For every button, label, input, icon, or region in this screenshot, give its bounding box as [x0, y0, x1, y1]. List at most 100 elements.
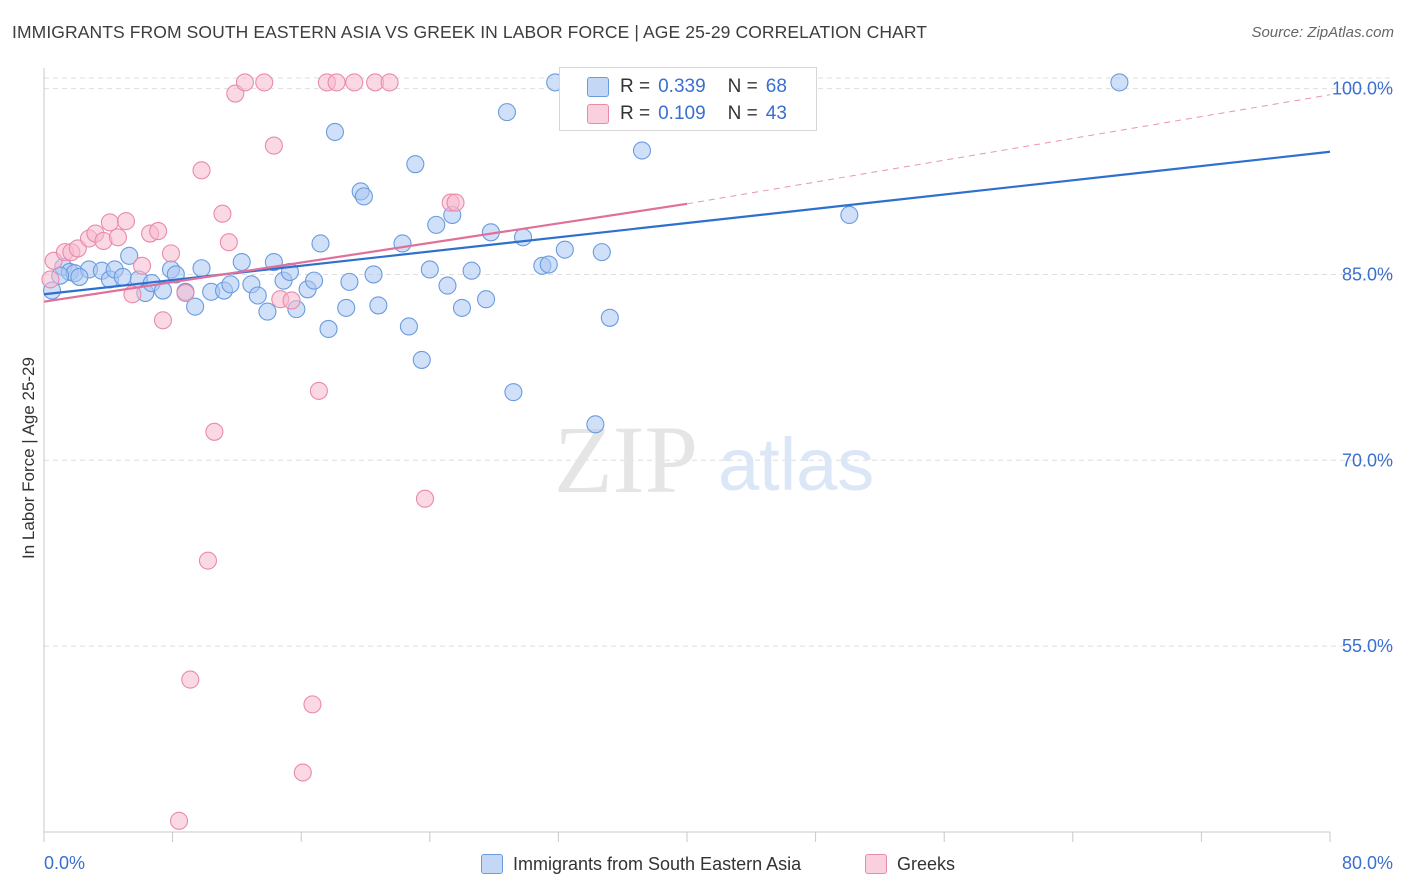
trend-lines	[43, 94, 1331, 303]
data-point-immigrants	[186, 297, 205, 316]
data-point-greeks	[41, 270, 60, 289]
data-point-immigrants	[354, 187, 373, 206]
data-point-immigrants	[592, 243, 611, 262]
data-point-greeks	[303, 695, 322, 714]
data-point-greeks	[293, 763, 312, 782]
data-point-immigrants	[406, 155, 425, 174]
data-point-immigrants	[337, 298, 356, 317]
bottom-legend-swatch-blue	[481, 854, 503, 874]
y-tick-label: 55.0%	[1342, 636, 1393, 656]
data-point-greeks	[149, 222, 168, 241]
data-point-greeks	[100, 213, 119, 232]
data-point-immigrants	[325, 122, 345, 142]
data-point-immigrants	[632, 141, 652, 160]
data-point-greeks	[380, 73, 399, 92]
bottom-legend-label: Greeks	[897, 853, 956, 874]
legend-n-label: N =	[727, 76, 758, 97]
watermark: ZIP atlas	[554, 406, 874, 513]
data-point-greeks	[198, 551, 218, 570]
x-tick-label-start: 0.0%	[44, 853, 85, 873]
data-point-immigrants	[427, 215, 446, 234]
data-point-immigrants	[364, 265, 383, 284]
y-tick-labels: 55.0% 70.0% 85.0% 100.0%	[1332, 79, 1393, 657]
data-point-greeks	[123, 285, 142, 304]
data-point-immigrants	[232, 252, 251, 272]
bottom-legend-swatch-pink	[865, 854, 887, 874]
legend-row-greeks: R = 0.109 N = 43	[587, 101, 787, 127]
bottom-legend-label: Immigrants from South Eastern Asia	[513, 853, 802, 874]
data-point-immigrants	[600, 308, 619, 327]
legend-n-value: 43	[765, 103, 787, 124]
bottom-legend-immigrants[interactable]: Immigrants from South Eastern Asia	[481, 852, 801, 876]
legend-n-value: 68	[765, 76, 787, 97]
data-point-immigrants	[452, 298, 472, 317]
data-point-greeks	[446, 193, 465, 212]
data-point-greeks	[116, 212, 136, 231]
data-point-immigrants	[420, 260, 439, 279]
data-point-immigrants	[192, 259, 211, 278]
legend-r-value: 0.109	[658, 103, 706, 124]
data-point-immigrants	[412, 350, 431, 369]
data-point-greeks	[205, 422, 224, 441]
legend-n-label: N =	[727, 103, 758, 124]
legend-r-label: R =	[620, 76, 651, 97]
data-point-immigrants	[369, 296, 388, 315]
data-point-immigrants	[504, 383, 523, 402]
data-point-immigrants	[399, 317, 418, 336]
data-point-greeks	[345, 73, 364, 92]
data-point-greeks	[309, 381, 328, 400]
data-point-greeks	[192, 161, 211, 180]
data-point-immigrants	[462, 261, 481, 280]
legend-swatch-pink	[587, 104, 609, 124]
data-point-greeks	[133, 256, 152, 275]
data-point-immigrants	[539, 255, 558, 274]
data-point-immigrants	[1110, 73, 1129, 92]
trend-line-greeks-extension	[686, 94, 1331, 205]
data-point-greeks	[255, 73, 274, 92]
data-point-immigrants	[221, 275, 240, 294]
data-point-greeks	[169, 811, 189, 830]
y-axis-title: In Labor Force | Age 25-29	[19, 357, 38, 559]
data-point-immigrants	[70, 267, 89, 286]
stats-legend: R = 0.339 N = 68 R = 0.109 N = 43	[559, 67, 817, 131]
data-point-immigrants	[840, 205, 859, 225]
source-label: Source: ZipAtlas.com	[1251, 24, 1394, 41]
data-point-immigrants	[497, 103, 517, 122]
watermark-atlas: atlas	[718, 423, 874, 506]
data-point-greeks	[161, 244, 181, 263]
data-point-immigrants	[258, 302, 277, 321]
data-point-greeks	[264, 136, 283, 155]
trend-line-greeks	[43, 202, 688, 303]
data-point-immigrants	[311, 234, 330, 253]
data-point-greeks	[219, 233, 238, 252]
data-point-immigrants	[513, 228, 533, 247]
y-tick-label: 100.0%	[1332, 79, 1393, 99]
x-tick-labels: 0.0% 80.0%	[44, 853, 1393, 873]
bottom-legend-greeks[interactable]: Greeks	[865, 852, 955, 876]
trend-line-immigrants	[43, 150, 1331, 296]
legend-row-immigrants: R = 0.339 N = 68	[587, 74, 787, 100]
legend-r-value: 0.339	[658, 76, 706, 97]
data-point-immigrants	[120, 246, 139, 265]
data-point-immigrants	[305, 271, 324, 290]
data-point-immigrants	[319, 319, 338, 339]
axes	[43, 68, 1331, 842]
data-point-immigrants	[438, 276, 457, 295]
data-point-immigrants	[393, 234, 412, 253]
watermark-zip: ZIP	[554, 406, 698, 513]
data-point-greeks	[327, 73, 346, 92]
y-tick-label: 85.0%	[1342, 264, 1393, 284]
data-point-greeks	[235, 73, 254, 92]
data-point-greeks	[108, 228, 127, 247]
data-point-immigrants	[586, 415, 605, 434]
data-point-immigrants	[477, 290, 496, 309]
data-point-greeks	[282, 291, 301, 310]
series-greeks-points	[41, 73, 578, 830]
y-tick-label: 70.0%	[1342, 450, 1393, 470]
legend-swatch-blue	[587, 77, 609, 97]
chart-title: IMMIGRANTS FROM SOUTH EASTERN ASIA VS GR…	[12, 22, 928, 42]
data-point-greeks	[213, 204, 232, 223]
data-point-greeks	[176, 283, 195, 303]
x-tick-label-end: 80.0%	[1342, 853, 1393, 873]
